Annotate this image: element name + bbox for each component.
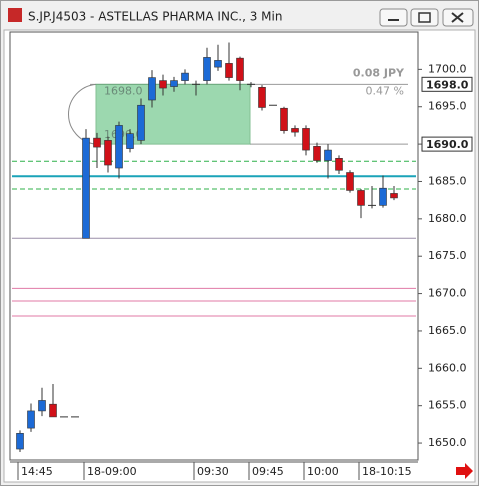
candle-body	[280, 107, 288, 131]
candle-body	[214, 60, 222, 68]
candle-body	[291, 128, 299, 133]
x-tick-label: 14:45	[21, 465, 53, 478]
scroll-arrow[interactable]	[456, 463, 473, 479]
candle-body	[170, 80, 178, 87]
candle-body	[225, 63, 233, 78]
candle-body	[126, 133, 134, 149]
candle-body	[236, 57, 244, 81]
candle-body	[93, 137, 101, 148]
x-tick-label: 10:00	[307, 465, 339, 478]
candle-body	[258, 87, 266, 108]
candle-body	[379, 187, 387, 206]
window-title: S.JP.J4503 - ASTELLAS PHARMA INC., 3 Min	[28, 10, 282, 24]
price-marker-label: 1698.0	[426, 78, 469, 91]
minimize-button[interactable]	[379, 8, 408, 27]
y-tick-label: 1670.0	[428, 287, 467, 300]
candle-body	[357, 190, 365, 206]
candle-body	[104, 140, 112, 166]
y-tick-label: 1665.0	[428, 324, 467, 337]
measure-diff: 0.08 JPY	[353, 66, 405, 79]
candle-body	[159, 80, 167, 89]
candle-body	[82, 137, 90, 239]
y-tick-label: 1680.0	[428, 212, 467, 225]
candle-body	[324, 149, 332, 161]
candle-body	[27, 410, 35, 429]
x-tick-label: 18-09:00	[87, 465, 137, 478]
candle-body	[335, 158, 343, 171]
price-marker-box	[421, 136, 473, 152]
y-tick-label: 1675.0	[428, 249, 467, 262]
candle-body	[181, 72, 189, 81]
candle-body	[38, 400, 46, 412]
measure-pct: 0.47 %	[366, 84, 404, 97]
candle-body	[302, 128, 310, 151]
measure-top-label: 1698.0	[104, 84, 143, 97]
maximize-icon	[418, 12, 431, 23]
price-marker-label: 1690.0	[426, 138, 469, 151]
measure-bottom-label: 1690.0	[104, 128, 143, 141]
candle-body	[313, 146, 321, 161]
candle-body	[49, 403, 57, 418]
candle-body	[390, 193, 398, 199]
y-tick-label: 1685.0	[428, 174, 467, 187]
candle-body	[203, 57, 211, 81]
y-tick-label: 1700.0	[428, 62, 467, 75]
maximize-button[interactable]	[410, 8, 439, 27]
y-tick-label: 1655.0	[428, 399, 467, 412]
app-icon	[8, 8, 22, 22]
y-tick-label: 1660.0	[428, 361, 467, 374]
candle-body	[16, 433, 24, 450]
price-marker-box	[421, 76, 473, 92]
candle-body	[148, 77, 156, 101]
candle-body	[346, 172, 354, 191]
x-tick-label: 18-10:15	[362, 465, 412, 478]
x-tick-label: 09:45	[252, 465, 284, 478]
y-tick-label: 1695.0	[428, 100, 467, 113]
candle-body	[115, 125, 123, 169]
x-tick-label: 09:30	[197, 465, 229, 478]
y-tick-label: 1650.0	[428, 436, 467, 449]
candle-body	[137, 104, 145, 141]
close-icon	[451, 12, 464, 23]
